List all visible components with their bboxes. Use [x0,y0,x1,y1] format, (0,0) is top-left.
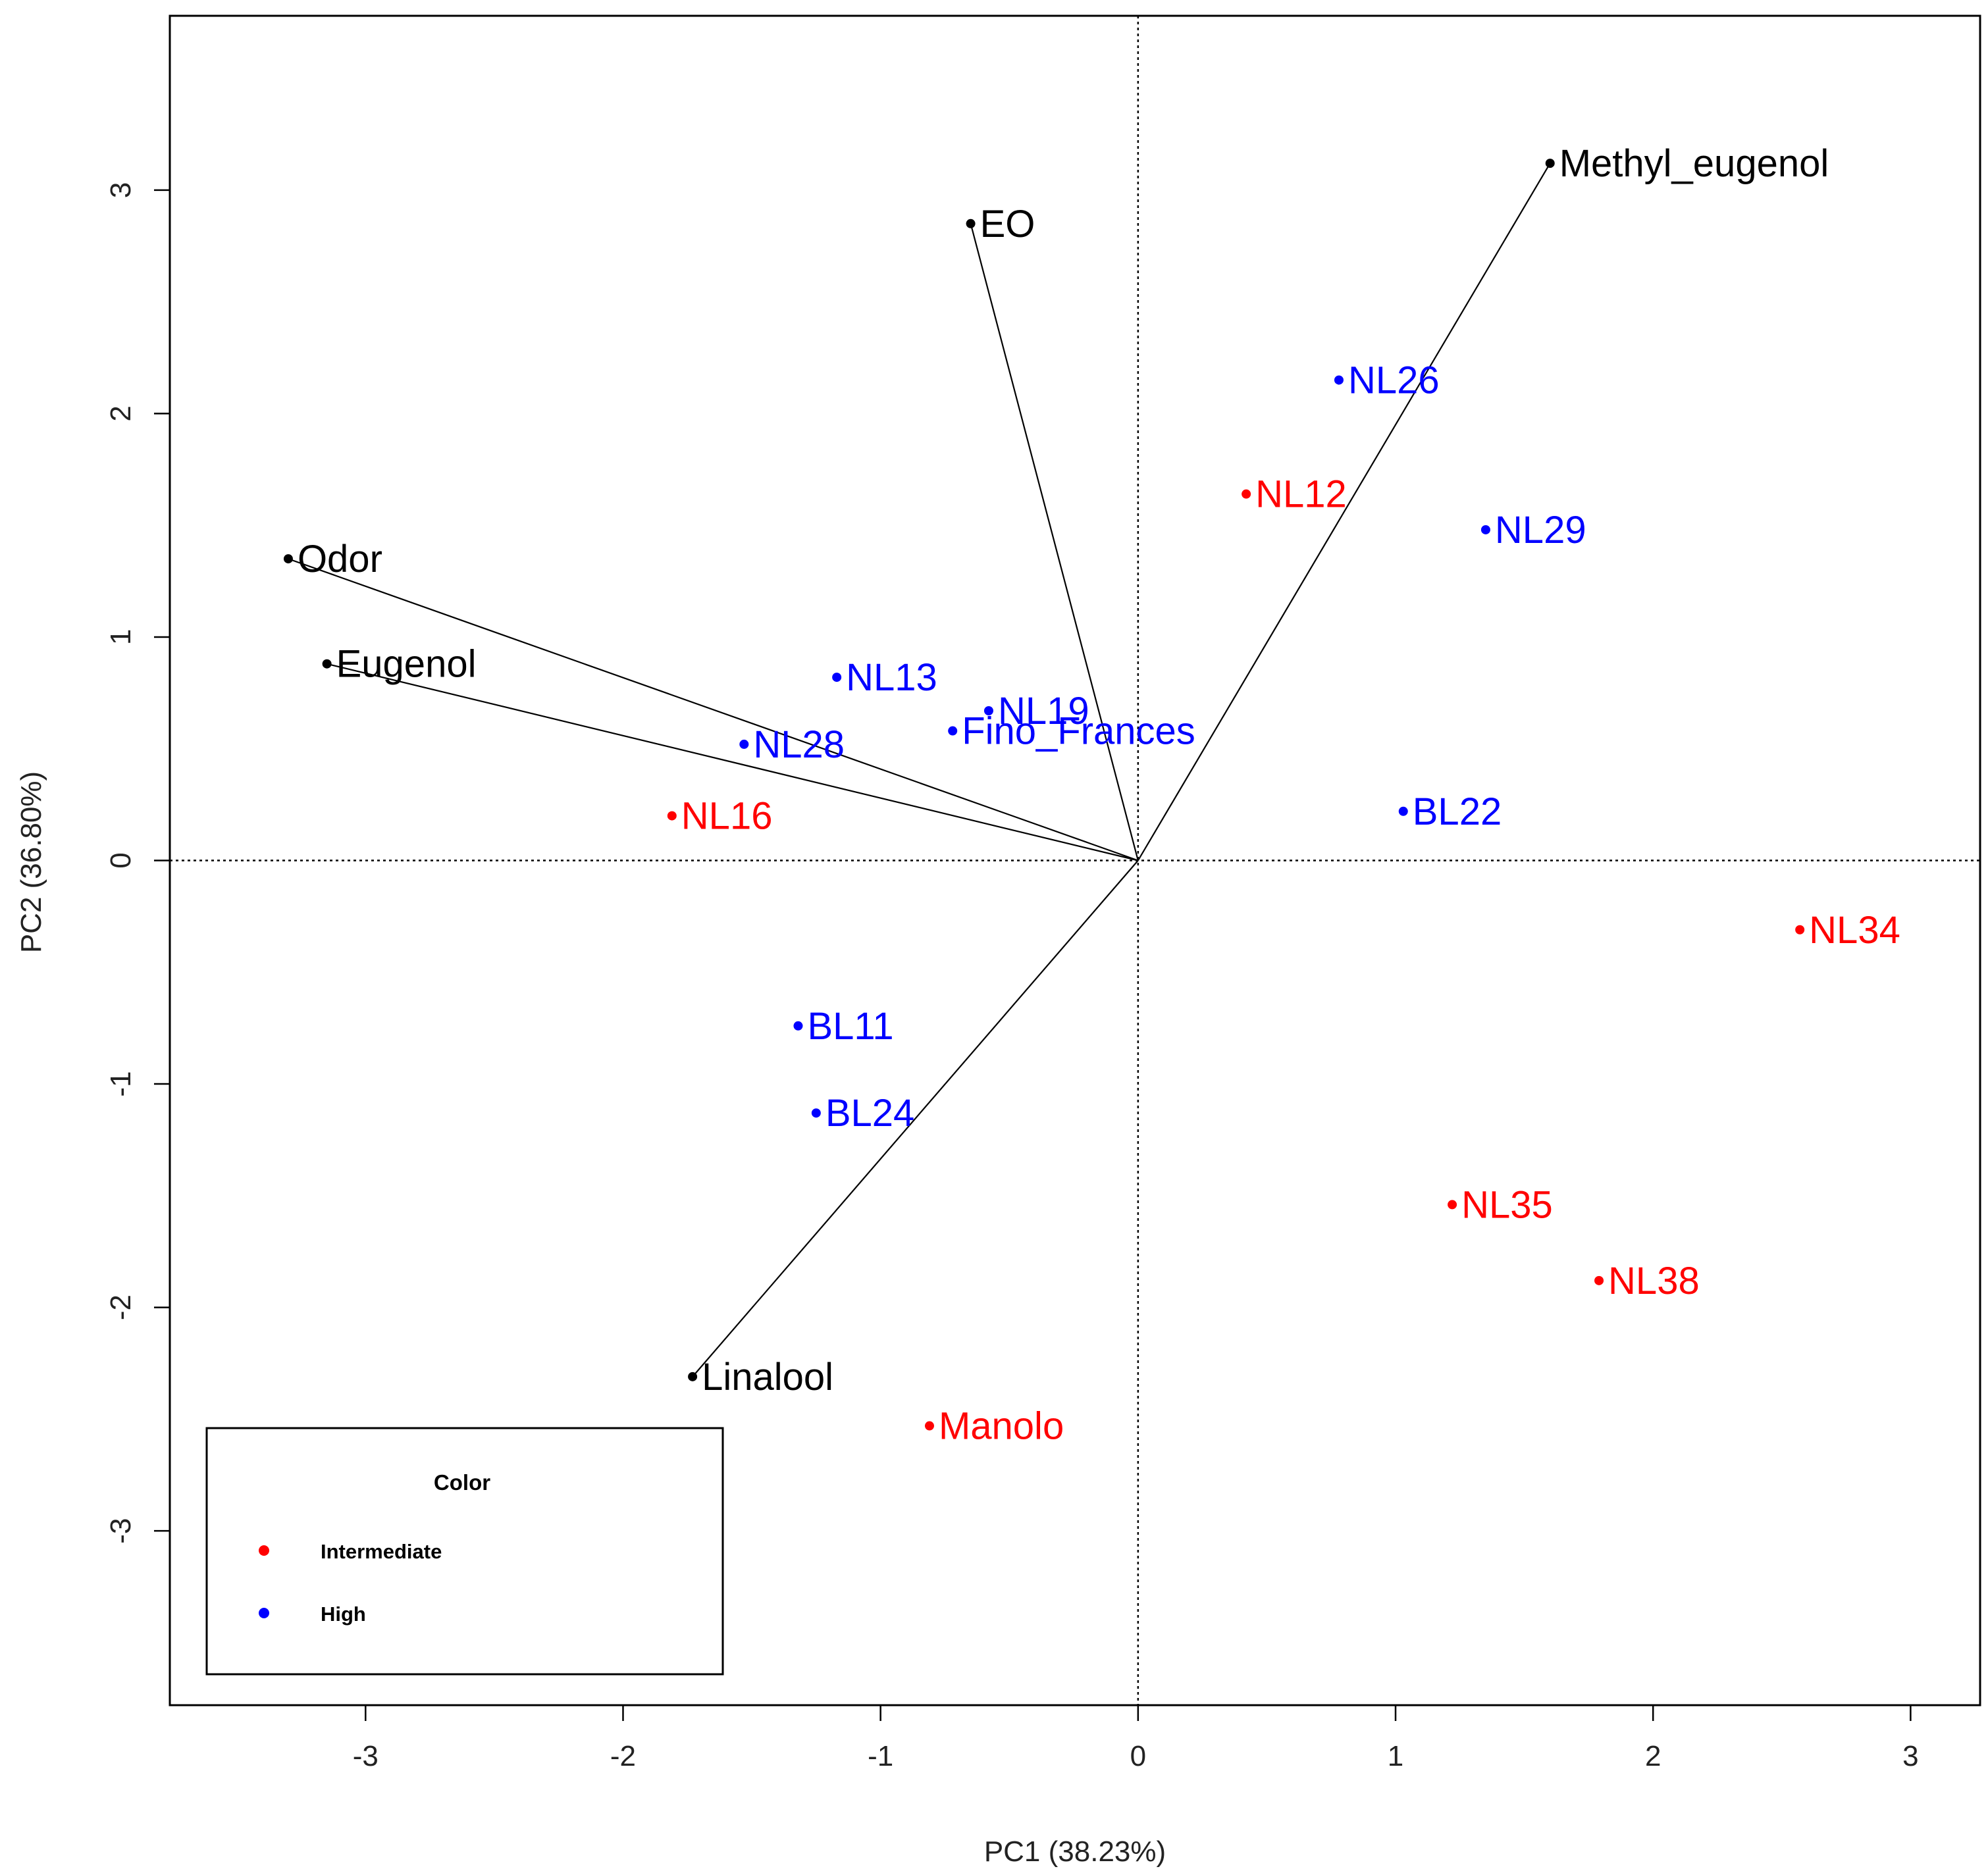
point-nl13 [832,673,842,682]
y-tick-label: -1 [105,1071,137,1096]
loading-label-odor: Odor [298,538,382,580]
point-nl35 [1448,1200,1457,1210]
loading-point-eo [966,218,976,228]
y-axis-title: PC2 (36.80%) [15,771,47,953]
point-fino-frances [948,726,958,736]
point-label-nl16: NL16 [681,795,773,838]
point-label-nl28: NL28 [753,723,845,766]
loading-point-methyl-eugenol [1545,159,1555,168]
loading-label-linalool: Linalool [702,1356,833,1398]
legend-title: Color [434,1470,490,1495]
point-label-bl11: BL11 [807,1005,893,1048]
point-nl19 [983,706,993,716]
point-bl24 [811,1108,821,1118]
loading-vector-eugenol [327,663,1139,861]
legend-label-high: High [321,1603,366,1626]
loading-point-eugenol [322,659,332,669]
point-label-nl38: NL38 [1608,1260,1700,1302]
point-nl12 [1242,489,1251,499]
point-label-bl22: BL22 [1413,790,1502,833]
point-nl28 [739,739,749,749]
loading-label-eugenol: Eugenol [336,643,477,686]
point-label-nl34: NL34 [1809,909,1900,952]
loading-point-odor [283,554,293,564]
y-tick-label: 2 [105,405,137,421]
x-tick-label: 0 [1130,1740,1146,1772]
loading-vector-methyl-eugenol [1137,163,1551,861]
x-tick-label: -1 [868,1740,893,1772]
y-tick-label: 1 [105,629,137,645]
sample-points: NL12NL16NL34NL35NL38ManoloNL26NL29NL13NL… [667,359,1900,1448]
loading-vectors: Methyl_eugenol EO Odor Eugenol Linalool [283,142,1829,1398]
y-tick-label: 0 [105,852,137,868]
point-label-bl24: BL24 [825,1092,914,1135]
point-label-manolo: Manolo [939,1405,1064,1448]
point-nl34 [1795,925,1805,935]
point-label-nl12: NL12 [1255,473,1347,516]
point-nl38 [1594,1275,1604,1285]
point-nl16 [667,811,677,821]
loading-vector-eo [970,223,1139,861]
loading-vector-odor [288,558,1139,861]
legend: Color Intermediate High [205,1427,724,1676]
loading-point-linalool [688,1372,698,1381]
point-nl26 [1334,375,1344,385]
point-label-nl19: NL19 [998,690,1089,732]
point-label-fino-frances: Fino_Frances [962,710,1195,753]
y-tick-label: -3 [105,1518,137,1544]
x-tick-label: 1 [1388,1740,1403,1772]
point-manolo [924,1421,934,1431]
y-tick-label: -2 [105,1295,137,1320]
point-nl29 [1480,525,1490,534]
point-bl22 [1398,806,1408,816]
x-tick-label: -2 [610,1740,636,1772]
legend-marker-intermediate [259,1545,269,1556]
legend-box [205,1427,724,1676]
legend-label-intermediate: Intermediate [321,1540,442,1563]
x-axis-title: PC1 (38.23%) [984,1835,1166,1868]
loading-label-eo: EO [980,203,1035,245]
point-label-nl13: NL13 [846,656,937,699]
point-label-nl35: NL35 [1461,1183,1553,1226]
x-tick-label: -3 [353,1740,379,1772]
point-bl11 [793,1021,803,1031]
loading-vector-linalool [692,860,1139,1377]
legend-marker-high [259,1608,269,1618]
loading-label-methyl-eugenol: Methyl_eugenol [1559,142,1829,185]
point-label-nl26: NL26 [1348,359,1440,401]
x-tick-label: 3 [1902,1740,1918,1772]
y-axis: -3 -2 -1 0 1 2 3 [105,182,171,1544]
x-axis: -3 -2 -1 0 1 2 3 [353,1704,1919,1772]
point-label-nl29: NL29 [1495,509,1586,552]
x-tick-label: 2 [1645,1740,1661,1772]
y-tick-label: 3 [105,182,137,198]
